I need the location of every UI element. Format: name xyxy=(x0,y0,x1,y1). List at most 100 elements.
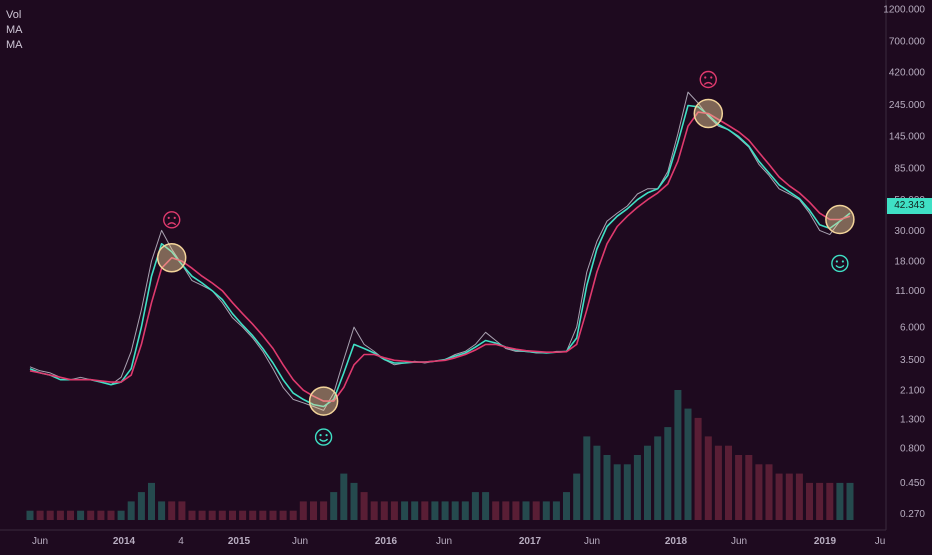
crossover-circle xyxy=(156,243,187,273)
x-tick-label: 2019 xyxy=(814,536,837,547)
volume-bar xyxy=(279,510,287,520)
volume-bar xyxy=(208,510,216,520)
x-tick-label: 2016 xyxy=(375,536,398,547)
volume-bar xyxy=(461,501,469,520)
x-tick-label: 2018 xyxy=(665,536,688,547)
volume-bar xyxy=(269,510,277,520)
volume-bar xyxy=(46,510,54,520)
volume-bar xyxy=(704,436,712,520)
volume-bar xyxy=(593,445,601,520)
volume-bar xyxy=(299,501,307,520)
volume-bar xyxy=(583,436,591,520)
volume-bar xyxy=(836,482,844,520)
time-axis[interactable]: Jun 2014 4 2015 Jun 2016 Jun 2017 Jun 2018 Jun 2019… xyxy=(32,536,885,547)
legend-item-vol[interactable]: Vol xyxy=(6,9,22,21)
crossover-circle xyxy=(825,204,855,235)
volume-bar xyxy=(775,473,783,520)
volume-bar xyxy=(492,501,500,520)
volume-bar xyxy=(512,501,520,520)
volume-bar xyxy=(765,464,773,520)
happy-face-icon xyxy=(831,254,849,273)
happy-face-icon xyxy=(314,428,333,446)
y-tick-label: 145.000 xyxy=(889,131,926,142)
face-outline xyxy=(163,211,181,229)
crossover-circle xyxy=(693,98,724,129)
volume-bar xyxy=(229,510,236,520)
volume-bar xyxy=(441,501,449,520)
y-tick-label: 0.450 xyxy=(900,478,925,489)
face-eye xyxy=(835,260,838,263)
volume-bar xyxy=(725,445,732,520)
face-eye xyxy=(167,216,170,219)
x-tick-label: Jun xyxy=(731,536,747,547)
face-eye xyxy=(319,434,322,437)
volume-bar xyxy=(522,501,530,520)
volume-bar xyxy=(613,464,621,520)
volume-bar xyxy=(340,473,348,520)
x-tick-label: 2017 xyxy=(519,536,542,547)
volume-bar xyxy=(806,482,813,520)
volume-bar xyxy=(573,473,581,520)
volume-bar xyxy=(56,510,64,520)
legend-item-ma-2[interactable]: MA xyxy=(6,39,23,51)
volume-bar xyxy=(36,510,44,520)
line-layer xyxy=(29,91,851,411)
volume-bar xyxy=(249,510,257,520)
face-outline xyxy=(314,428,333,446)
face-eye xyxy=(173,216,176,219)
volume-bar xyxy=(26,510,34,520)
volume-bar xyxy=(188,510,196,520)
y-tick-label: 30.000 xyxy=(894,226,925,237)
volume-layer xyxy=(26,390,854,520)
volume-bar xyxy=(178,501,186,520)
volume-bar xyxy=(259,510,267,520)
face-eye xyxy=(704,76,707,79)
volume-bar xyxy=(431,501,439,520)
x-tick-label: Ju xyxy=(875,536,886,547)
volume-bar xyxy=(239,510,247,520)
volume-bar xyxy=(310,501,317,520)
y-tick-label: 11.000 xyxy=(895,286,925,297)
volume-bar xyxy=(542,501,550,520)
volume-bar xyxy=(755,464,763,520)
ma-slow-line xyxy=(29,111,851,402)
volume-bar xyxy=(360,492,368,520)
volume-bar xyxy=(826,482,834,520)
volume-bar xyxy=(218,510,226,520)
volume-bar xyxy=(633,455,641,520)
volume-bar xyxy=(158,501,166,520)
volume-bar xyxy=(684,408,692,520)
volume-bar xyxy=(714,445,722,520)
face-outline xyxy=(699,70,717,89)
volume-bar xyxy=(795,473,803,520)
sad-face-icon xyxy=(699,70,717,89)
volume-bar xyxy=(380,501,388,520)
volume-bar xyxy=(654,436,662,520)
x-tick-label: Jun xyxy=(584,536,600,547)
face-mouth xyxy=(319,438,329,442)
legend-item-ma-1[interactable]: MA xyxy=(6,24,23,36)
volume-bar xyxy=(350,482,358,520)
volume-bar xyxy=(320,501,328,520)
volume-bar xyxy=(603,455,611,520)
volume-bar xyxy=(451,501,459,520)
volume-bar xyxy=(563,492,570,520)
volume-bar xyxy=(532,501,540,520)
x-tick-label: 4 xyxy=(178,536,184,547)
face-mouth xyxy=(167,222,177,226)
face-eye xyxy=(841,260,844,263)
volume-bar xyxy=(390,501,398,520)
volume-bar xyxy=(502,501,510,520)
volume-bar xyxy=(87,510,95,520)
y-tick-label: 245.000 xyxy=(889,100,926,111)
volume-bar xyxy=(674,390,682,520)
volume-bar xyxy=(67,510,74,520)
volume-bar xyxy=(421,501,429,520)
volume-bar xyxy=(664,427,672,520)
y-tick-label: 1.300 xyxy=(900,415,925,426)
y-tick-label: 3.500 xyxy=(900,355,925,366)
x-tick-label: Jun xyxy=(32,536,48,547)
